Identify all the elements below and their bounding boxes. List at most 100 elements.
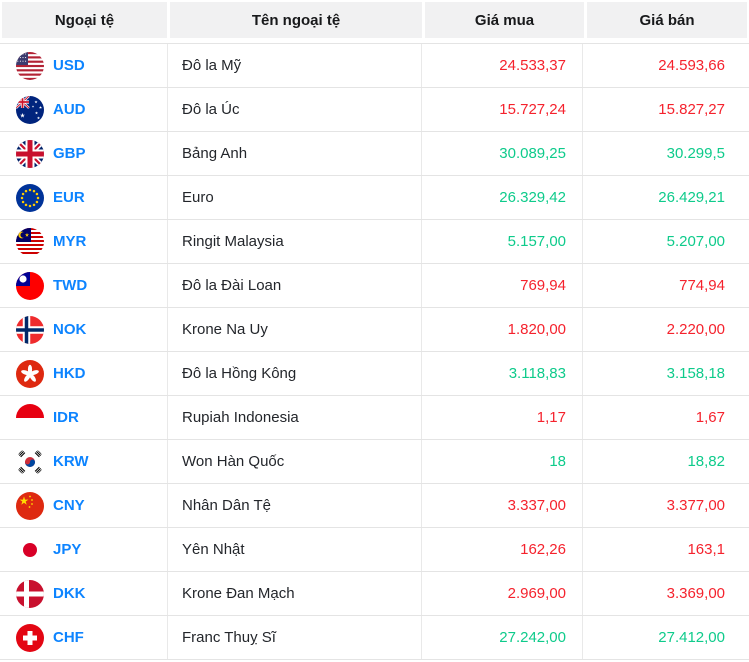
dk-flag-icon bbox=[16, 579, 44, 608]
currency-code-link[interactable]: NOK bbox=[53, 321, 87, 338]
buy-price-value: 769,94 bbox=[421, 264, 582, 307]
currency-cell: JPY bbox=[0, 528, 167, 571]
currency-code-link[interactable]: JPY bbox=[53, 541, 82, 558]
tw-flag-icon bbox=[16, 271, 44, 300]
currency-cell: TWD bbox=[0, 264, 167, 307]
currency-name: Euro bbox=[167, 176, 421, 219]
currency-cell: CHF bbox=[0, 616, 167, 659]
currency-code-link[interactable]: EUR bbox=[53, 189, 85, 206]
currency-code-link[interactable]: KRW bbox=[53, 453, 89, 470]
currency-code-link[interactable]: USD bbox=[53, 57, 85, 74]
sell-price-value: 1,67 bbox=[582, 396, 749, 439]
sell-price-value: 3.158,18 bbox=[582, 352, 749, 395]
table-row[interactable]: MYR Ringit Malaysia 5.157,00 5.207,00 bbox=[0, 220, 749, 264]
currency-code-link[interactable]: CHF bbox=[53, 629, 84, 646]
currency-name: Đô la Hồng Kông bbox=[167, 352, 421, 395]
currency-code-link[interactable]: HKD bbox=[53, 365, 86, 382]
us-flag-icon bbox=[16, 51, 44, 80]
currency-code-link[interactable]: CNY bbox=[53, 497, 85, 514]
currency-name: Franc Thuỵ Sĩ bbox=[167, 616, 421, 659]
sell-price-value: 30.299,5 bbox=[582, 132, 749, 175]
currency-cell: EUR bbox=[0, 176, 167, 219]
table-row[interactable]: IDR Rupiah Indonesia 1,17 1,67 bbox=[0, 396, 749, 440]
buy-price-value: 3.337,00 bbox=[421, 484, 582, 527]
currency-name: Bảng Anh bbox=[167, 132, 421, 175]
currency-name: Ringit Malaysia bbox=[167, 220, 421, 263]
currency-cell: HKD bbox=[0, 352, 167, 395]
sell-price-value: 27.412,00 bbox=[582, 616, 749, 659]
au-flag-icon bbox=[16, 95, 44, 124]
sell-price-value: 774,94 bbox=[582, 264, 749, 307]
header-buy-price: Giá mua bbox=[425, 2, 584, 38]
cn-flag-icon bbox=[16, 491, 44, 520]
currency-cell: KRW bbox=[0, 440, 167, 483]
currency-name: Yên Nhật bbox=[167, 528, 421, 571]
header-currency-name: Tên ngoại tệ bbox=[170, 2, 422, 38]
table-row[interactable]: USD Đô la Mỹ 24.533,37 24.593,66 bbox=[0, 44, 749, 88]
buy-price-value: 5.157,00 bbox=[421, 220, 582, 263]
buy-price-value: 2.969,00 bbox=[421, 572, 582, 615]
currency-name: Krone Đan Mạch bbox=[167, 572, 421, 615]
currency-name: Rupiah Indonesia bbox=[167, 396, 421, 439]
currency-cell: MYR bbox=[0, 220, 167, 263]
sell-price-value: 24.593,66 bbox=[582, 44, 749, 87]
currency-name: Đô la Mỹ bbox=[167, 44, 421, 87]
table-header-row: Ngoại tệ Tên ngoại tệ Giá mua Giá bán bbox=[2, 2, 747, 38]
buy-price-value: 24.533,37 bbox=[421, 44, 582, 87]
table-row[interactable]: AUD Đô la Úc 15.727,24 15.827,27 bbox=[0, 88, 749, 132]
currency-cell: IDR bbox=[0, 396, 167, 439]
buy-price-value: 3.118,83 bbox=[421, 352, 582, 395]
currency-code-link[interactable]: TWD bbox=[53, 277, 88, 294]
sell-price-value: 26.429,21 bbox=[582, 176, 749, 219]
table-row[interactable]: NOK Krone Na Uy 1.820,00 2.220,00 bbox=[0, 308, 749, 352]
table-row[interactable]: KRW Won Hàn Quốc 18 18,82 bbox=[0, 440, 749, 484]
currency-name: Won Hàn Quốc bbox=[167, 440, 421, 483]
currency-name: Đô la Đài Loan bbox=[167, 264, 421, 307]
buy-price-value: 15.727,24 bbox=[421, 88, 582, 131]
buy-price-value: 27.242,00 bbox=[421, 616, 582, 659]
currency-cell: USD bbox=[0, 44, 167, 87]
table-body: USD Đô la Mỹ 24.533,37 24.593,66 AUD Đô … bbox=[0, 43, 749, 660]
no-flag-icon bbox=[16, 315, 44, 344]
table-row[interactable]: JPY Yên Nhật 162,26 163,1 bbox=[0, 528, 749, 572]
jp-flag-icon bbox=[16, 535, 44, 564]
sell-price-value: 18,82 bbox=[582, 440, 749, 483]
table-row[interactable]: CHF Franc Thuỵ Sĩ 27.242,00 27.412,00 bbox=[0, 616, 749, 660]
table-row[interactable]: EUR Euro 26.329,42 26.429,21 bbox=[0, 176, 749, 220]
currency-code-link[interactable]: AUD bbox=[53, 101, 86, 118]
gb-flag-icon bbox=[16, 139, 44, 168]
id-flag-icon bbox=[16, 403, 44, 432]
buy-price-value: 162,26 bbox=[421, 528, 582, 571]
header-sell-price: Giá bán bbox=[587, 2, 747, 38]
table-row[interactable]: HKD Đô la Hồng Kông 3.118,83 3.158,18 bbox=[0, 352, 749, 396]
ch-flag-icon bbox=[16, 623, 44, 652]
sell-price-value: 3.377,00 bbox=[582, 484, 749, 527]
table-row[interactable]: GBP Bảng Anh 30.089,25 30.299,5 bbox=[0, 132, 749, 176]
currency-cell: CNY bbox=[0, 484, 167, 527]
sell-price-value: 3.369,00 bbox=[582, 572, 749, 615]
buy-price-value: 18 bbox=[421, 440, 582, 483]
header-currency-code: Ngoại tệ bbox=[2, 2, 167, 38]
currency-code-link[interactable]: DKK bbox=[53, 585, 86, 602]
buy-price-value: 1.820,00 bbox=[421, 308, 582, 351]
table-row[interactable]: DKK Krone Đan Mạch 2.969,00 3.369,00 bbox=[0, 572, 749, 616]
currency-cell: GBP bbox=[0, 132, 167, 175]
hk-flag-icon bbox=[16, 359, 44, 388]
sell-price-value: 163,1 bbox=[582, 528, 749, 571]
sell-price-value: 2.220,00 bbox=[582, 308, 749, 351]
currency-code-link[interactable]: GBP bbox=[53, 145, 86, 162]
currency-name: Đô la Úc bbox=[167, 88, 421, 131]
currency-cell: DKK bbox=[0, 572, 167, 615]
sell-price-value: 5.207,00 bbox=[582, 220, 749, 263]
currency-code-link[interactable]: IDR bbox=[53, 409, 79, 426]
table-row[interactable]: CNY Nhân Dân Tệ 3.337,00 3.377,00 bbox=[0, 484, 749, 528]
currency-cell: NOK bbox=[0, 308, 167, 351]
my-flag-icon bbox=[16, 227, 44, 256]
currency-cell: AUD bbox=[0, 88, 167, 131]
buy-price-value: 1,17 bbox=[421, 396, 582, 439]
table-row[interactable]: TWD Đô la Đài Loan 769,94 774,94 bbox=[0, 264, 749, 308]
currency-code-link[interactable]: MYR bbox=[53, 233, 87, 250]
currency-name: Krone Na Uy bbox=[167, 308, 421, 351]
kr-flag-icon bbox=[16, 447, 44, 476]
